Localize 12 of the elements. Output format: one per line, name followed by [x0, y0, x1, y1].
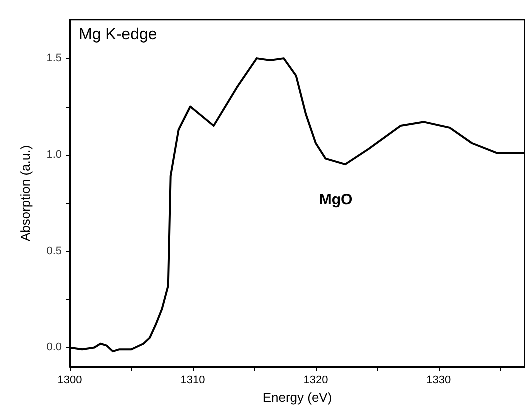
x-tick-label: 1310: [180, 374, 206, 386]
chart-title: Mg K-edge: [79, 26, 158, 44]
y-axis-title: Absorption (a.u.): [18, 145, 33, 242]
y-tick-label: 0.5: [46, 245, 62, 258]
x-tick-label: 1320: [304, 374, 328, 386]
x-tick-label: 1300: [58, 374, 82, 386]
x-tick-label: 1330: [426, 374, 452, 386]
y-tick-label: 1.0: [46, 148, 62, 161]
x-axis-title: Energy (eV): [262, 390, 332, 405]
y-tick-label: 1.5: [46, 52, 62, 65]
annotation: MgO: [319, 192, 353, 208]
y-tick-label: 0.0: [46, 342, 62, 354]
